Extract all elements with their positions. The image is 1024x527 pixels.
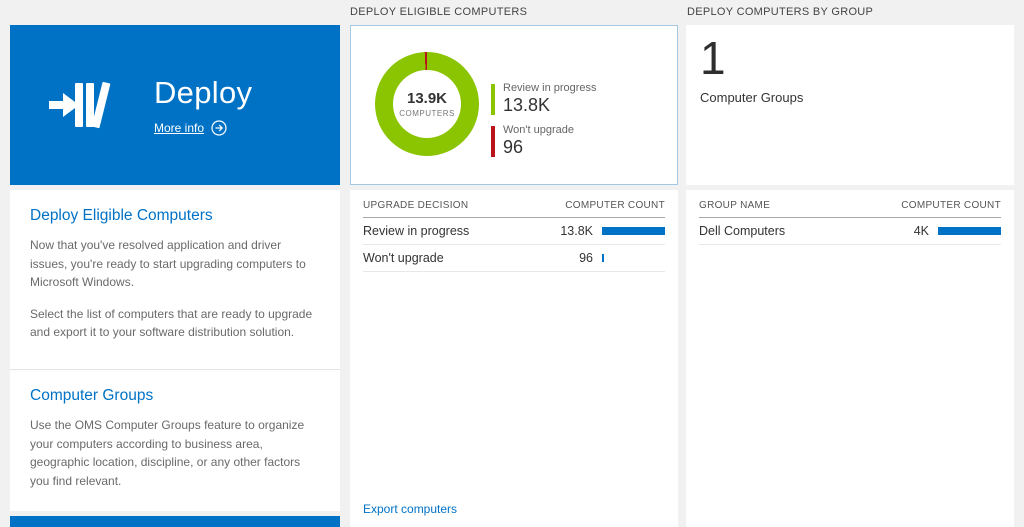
column-header-computer-count: COMPUTER COUNT [901, 200, 1001, 211]
legend-swatch-red [491, 126, 495, 157]
computer-groups-tile[interactable]: 1 Computer Groups [686, 25, 1014, 185]
legend-label: Review in progress [503, 82, 597, 94]
deploy-tile[interactable]: Deploy More info [10, 25, 340, 185]
legend-item: Won't upgrade 96 [491, 124, 597, 158]
group-count-label: Computer Groups [700, 89, 804, 105]
table-row[interactable]: Dell Computers 4K [699, 218, 1001, 245]
row-bar-track [602, 227, 665, 235]
export-computers-link[interactable]: Export computers [363, 502, 458, 516]
row-label: Review in progress [363, 224, 470, 238]
donut-center-label: COMPUTERS [399, 109, 455, 118]
section-paragraph: Select the list of computers that are re… [30, 306, 313, 340]
donut-chart: 13.9K COMPUTERS [375, 52, 479, 156]
row-value: 4K [913, 224, 929, 238]
middle-column-header: DEPLOY ELIGIBLE COMPUTERS [350, 6, 528, 18]
section-paragraph: Use the OMS Computer Groups feature to o… [30, 417, 305, 488]
page-title: Deploy [154, 74, 253, 110]
deploy-tile-text: Deploy More info [154, 75, 252, 136]
row-label: Won't upgrade [363, 251, 444, 265]
table-row[interactable]: Won't upgrade 96 [363, 245, 665, 272]
row-value: 96 [579, 251, 593, 265]
right-column-header: DEPLOY COMPUTERS BY GROUP [687, 6, 874, 18]
legend-text: Won't upgrade 96 [503, 124, 574, 158]
table-header-row: GROUP NAME COMPUTER COUNT [699, 190, 1001, 218]
section-heading: Computer Groups [30, 386, 154, 404]
legend-swatch-green [491, 84, 495, 115]
column-header-computer-count: COMPUTER COUNT [565, 200, 665, 211]
column-header-group-name: GROUP NAME [699, 200, 771, 211]
donut-center-value: 13.9K [406, 90, 448, 107]
legend-value: 96 [503, 137, 524, 157]
count-bar [938, 227, 1001, 235]
legend-label: Won't upgrade [503, 124, 575, 136]
donut-center: 13.9K COMPUTERS [393, 70, 461, 138]
donut-legend: Review in progress 13.8K Won't upgrade 9… [491, 82, 597, 166]
row-bar-track [938, 227, 1001, 235]
computers-by-group-panel: GROUP NAME COMPUTER COUNT Dell Computers… [686, 190, 1014, 527]
table-row[interactable]: Review in progress 13.8K [363, 218, 665, 245]
next-tile-peek[interactable] [10, 516, 340, 527]
info-section-computer-groups: Computer Groups Use the OMS Computer Gro… [10, 368, 340, 517]
group-table: GROUP NAME COMPUTER COUNT Dell Computers… [686, 190, 1014, 245]
row-label: Dell Computers [699, 224, 786, 238]
legend-item: Review in progress 13.8K [491, 82, 597, 116]
arrow-circle-icon [211, 119, 227, 136]
eligible-computers-tile[interactable]: 13.9K COMPUTERS Review in progress 13.8K… [350, 25, 678, 185]
upgrade-decision-table: UPGRADE DECISION COMPUTER COUNT Review i… [350, 190, 678, 272]
group-count-value: 1 [700, 32, 726, 84]
legend-value: 13.8K [503, 95, 551, 115]
count-bar [602, 227, 665, 235]
upgrade-decision-panel: UPGRADE DECISION COMPUTER COUNT Review i… [350, 190, 678, 527]
section-heading: Deploy Eligible Computers [30, 207, 213, 224]
table-header-row: UPGRADE DECISION COMPUTER COUNT [363, 190, 665, 218]
info-section-eligible-computers: Deploy Eligible Computers Now that you'v… [10, 190, 340, 369]
section-paragraph: Now that you've resolved application and… [30, 238, 306, 290]
row-value: 13.8K [560, 224, 593, 238]
more-info-link[interactable]: More info [154, 120, 205, 135]
legend-text: Review in progress 13.8K [503, 82, 597, 116]
count-bar [602, 254, 604, 262]
deploy-icon [48, 77, 112, 133]
row-bar-track [602, 254, 665, 262]
deploy-info-panel: Deploy Eligible Computers Now that you'v… [10, 190, 340, 511]
more-info-row: More info [154, 119, 252, 136]
column-header-upgrade-decision: UPGRADE DECISION [363, 200, 469, 211]
